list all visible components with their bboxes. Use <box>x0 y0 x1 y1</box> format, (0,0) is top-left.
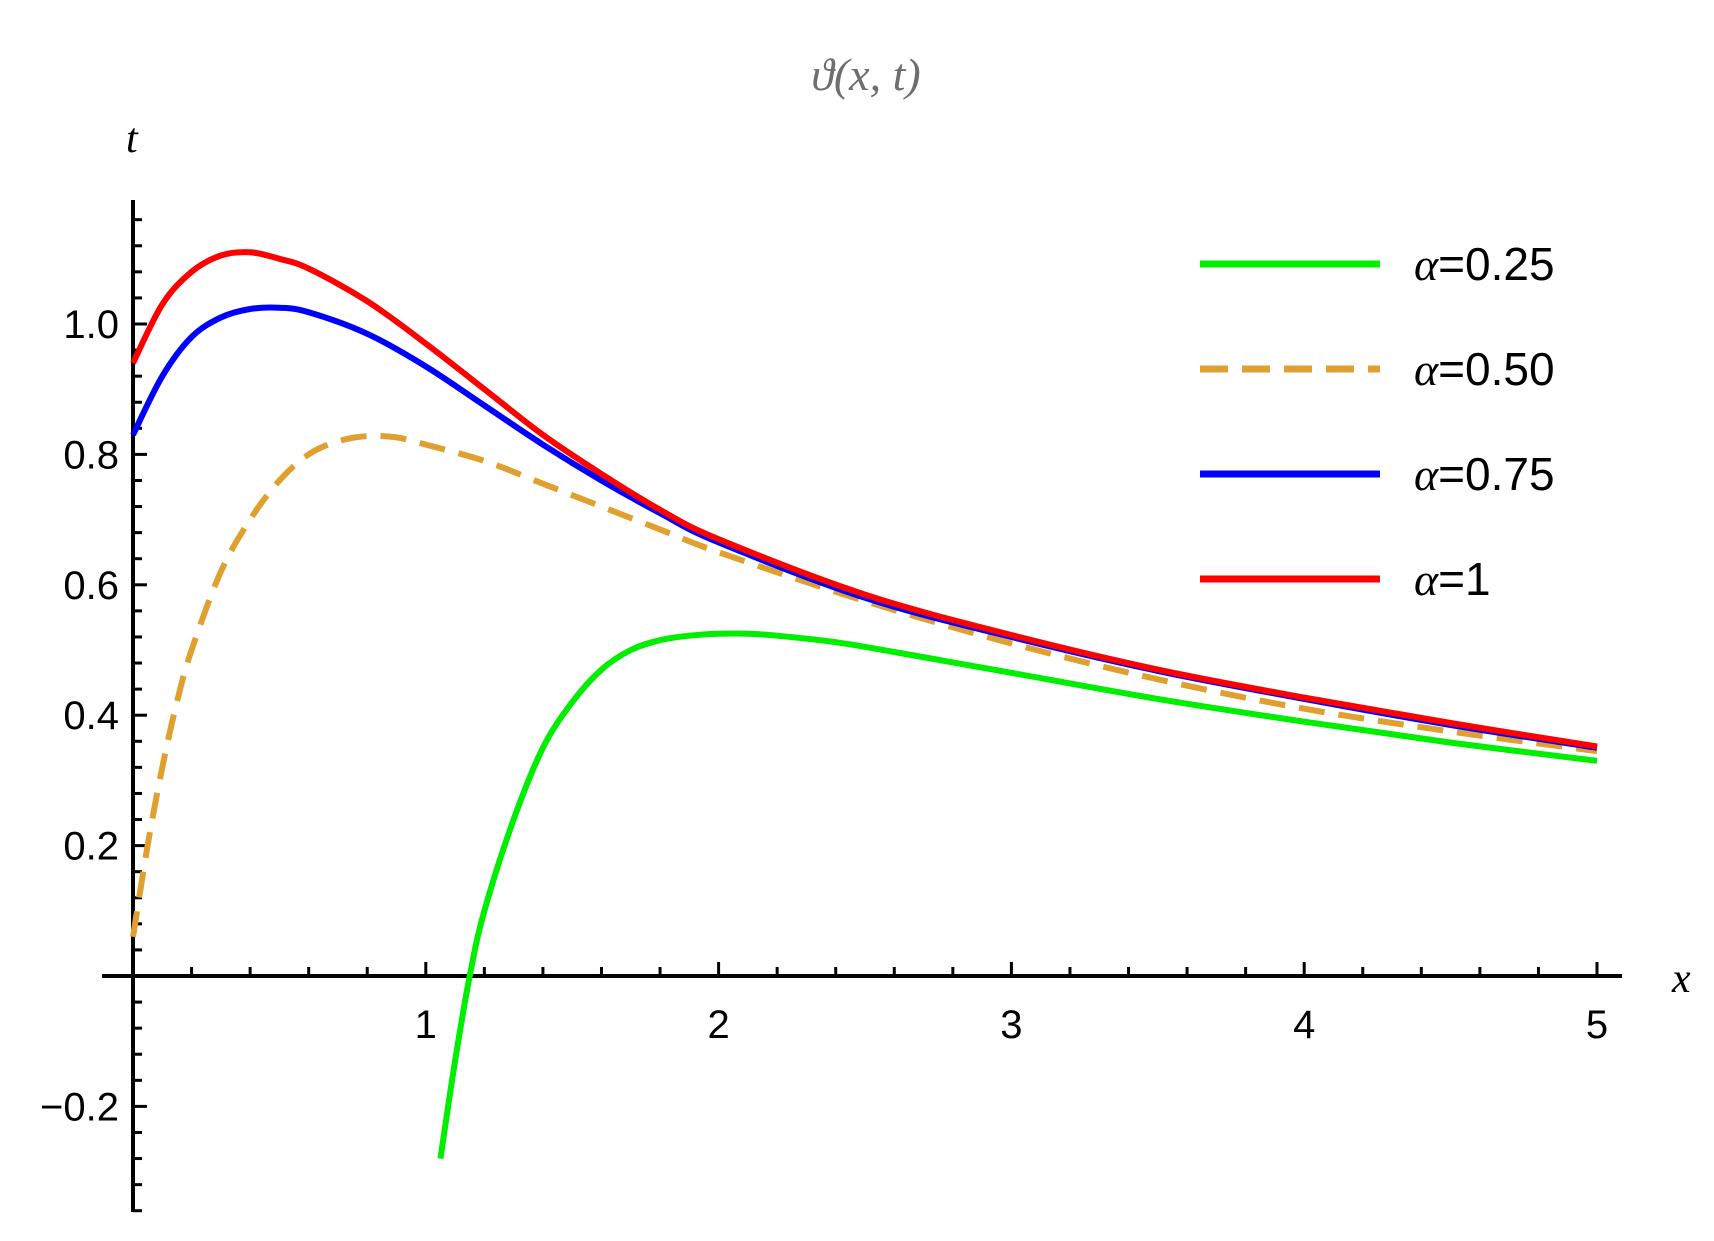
legend-label-alpha-0-50: α=0.50 <box>1414 343 1555 395</box>
y-tick-label: −0.2 <box>40 1085 119 1129</box>
x-tick-label: 4 <box>1293 1003 1315 1047</box>
y-tick-label: 0.6 <box>63 564 119 608</box>
y-tick-label: 1.0 <box>63 303 119 347</box>
series-line-alpha-0-50 <box>130 432 1598 938</box>
y-axis-label: t <box>126 116 139 162</box>
plot-lines <box>130 249 1598 1160</box>
x-tick-label: 5 <box>1586 1003 1608 1047</box>
series-line-alpha-0-25 <box>437 630 1598 1160</box>
x-tick-label: 2 <box>707 1003 729 1047</box>
x-tick-label: 1 <box>415 1003 437 1047</box>
legend-label-alpha-0-75: α=0.75 <box>1414 448 1555 500</box>
legend-label-alpha-1: α=1 <box>1414 553 1491 605</box>
y-tick-label: 0.2 <box>63 825 119 869</box>
y-tick-label: 0.8 <box>63 433 119 477</box>
axes: 1 2 3 4 5 −0.2 0.2 0.4 0.6 0.8 1.0 <box>40 200 1622 1213</box>
series-line-alpha-1 <box>130 249 1598 750</box>
legend-label-alpha-0-25: α=0.25 <box>1414 238 1555 290</box>
legend: α=0.25 α=0.50 α=0.75 α=1 <box>1200 238 1555 605</box>
chart-title: ϑ(x, t) <box>811 49 920 100</box>
x-tick-label: 3 <box>1000 1003 1022 1047</box>
x-axis-label: x <box>1671 956 1691 1002</box>
series-line-alpha-0-75 <box>130 304 1598 751</box>
y-tick-label: 0.4 <box>63 694 119 738</box>
